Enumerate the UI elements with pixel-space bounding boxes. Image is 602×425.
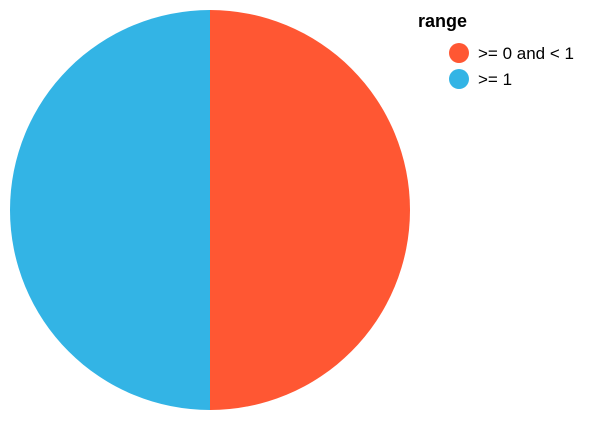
legend-title: range (418, 11, 467, 31)
legend-label-2: >= 1 (478, 70, 512, 89)
legend: range >= 0 and < 1 >= 1 (418, 11, 574, 89)
pie-slice-1 (210, 10, 410, 410)
legend-items: >= 0 and < 1 >= 1 (449, 43, 574, 89)
legend-swatch-1 (449, 43, 469, 63)
legend-swatch-2 (449, 69, 469, 89)
pie-slice-2 (10, 10, 210, 410)
pie-slices (10, 10, 410, 410)
legend-label-1: >= 0 and < 1 (478, 44, 574, 63)
